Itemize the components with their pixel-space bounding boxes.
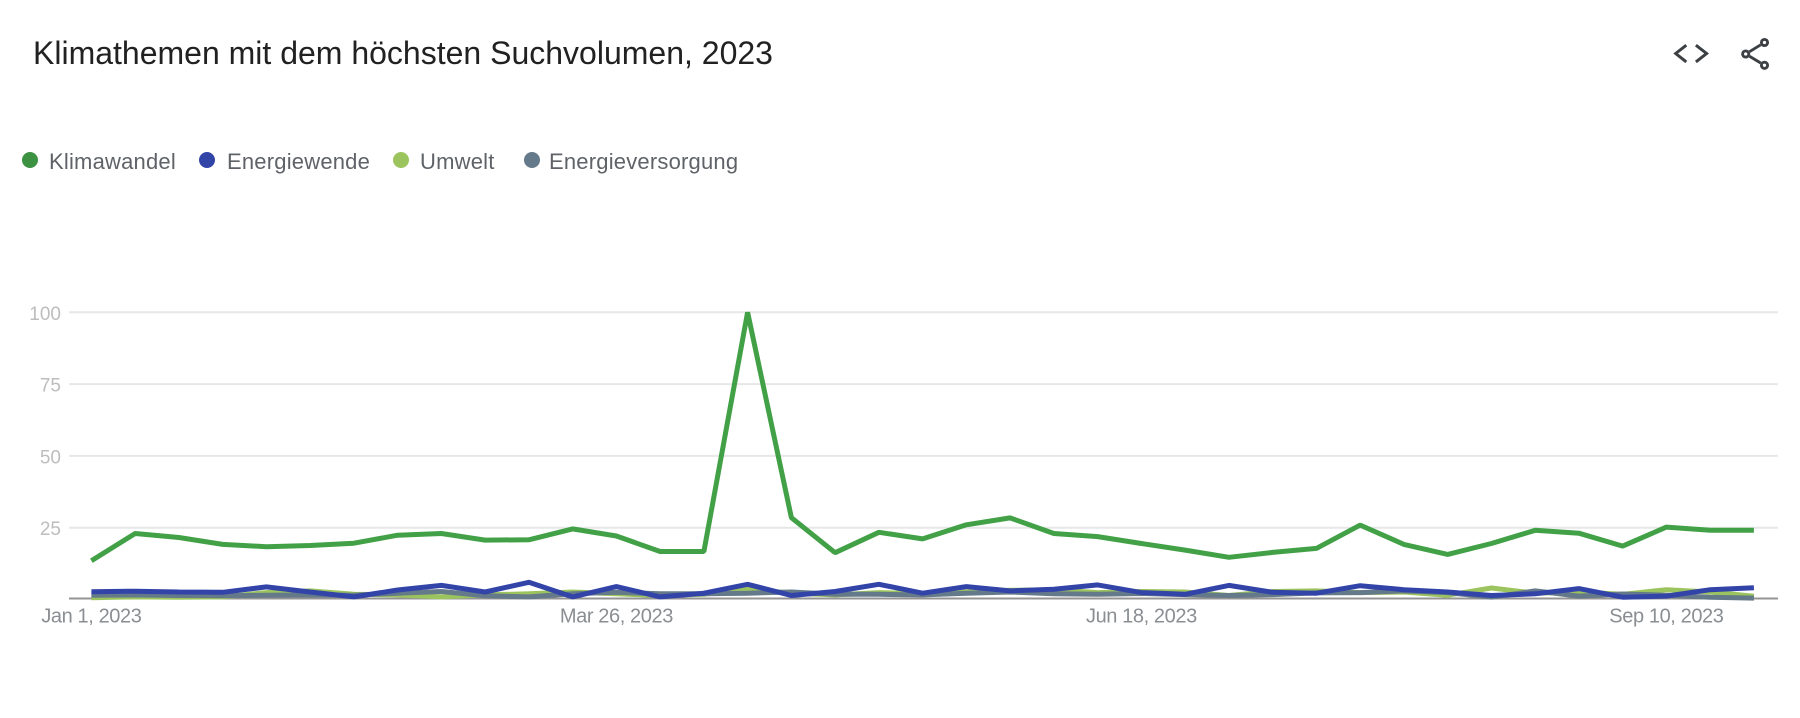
svg-text:Sep 10, 2023: Sep 10, 2023 xyxy=(1609,606,1723,628)
svg-text:Jun 18, 2023: Jun 18, 2023 xyxy=(1086,606,1197,628)
svg-text:Jan 1, 2023: Jan 1, 2023 xyxy=(41,606,141,628)
svg-text:75: 75 xyxy=(40,376,61,397)
svg-text:50: 50 xyxy=(40,447,61,468)
svg-text:Mar 26, 2023: Mar 26, 2023 xyxy=(560,606,673,628)
svg-text:25: 25 xyxy=(40,519,61,540)
svg-text:100: 100 xyxy=(29,304,61,325)
